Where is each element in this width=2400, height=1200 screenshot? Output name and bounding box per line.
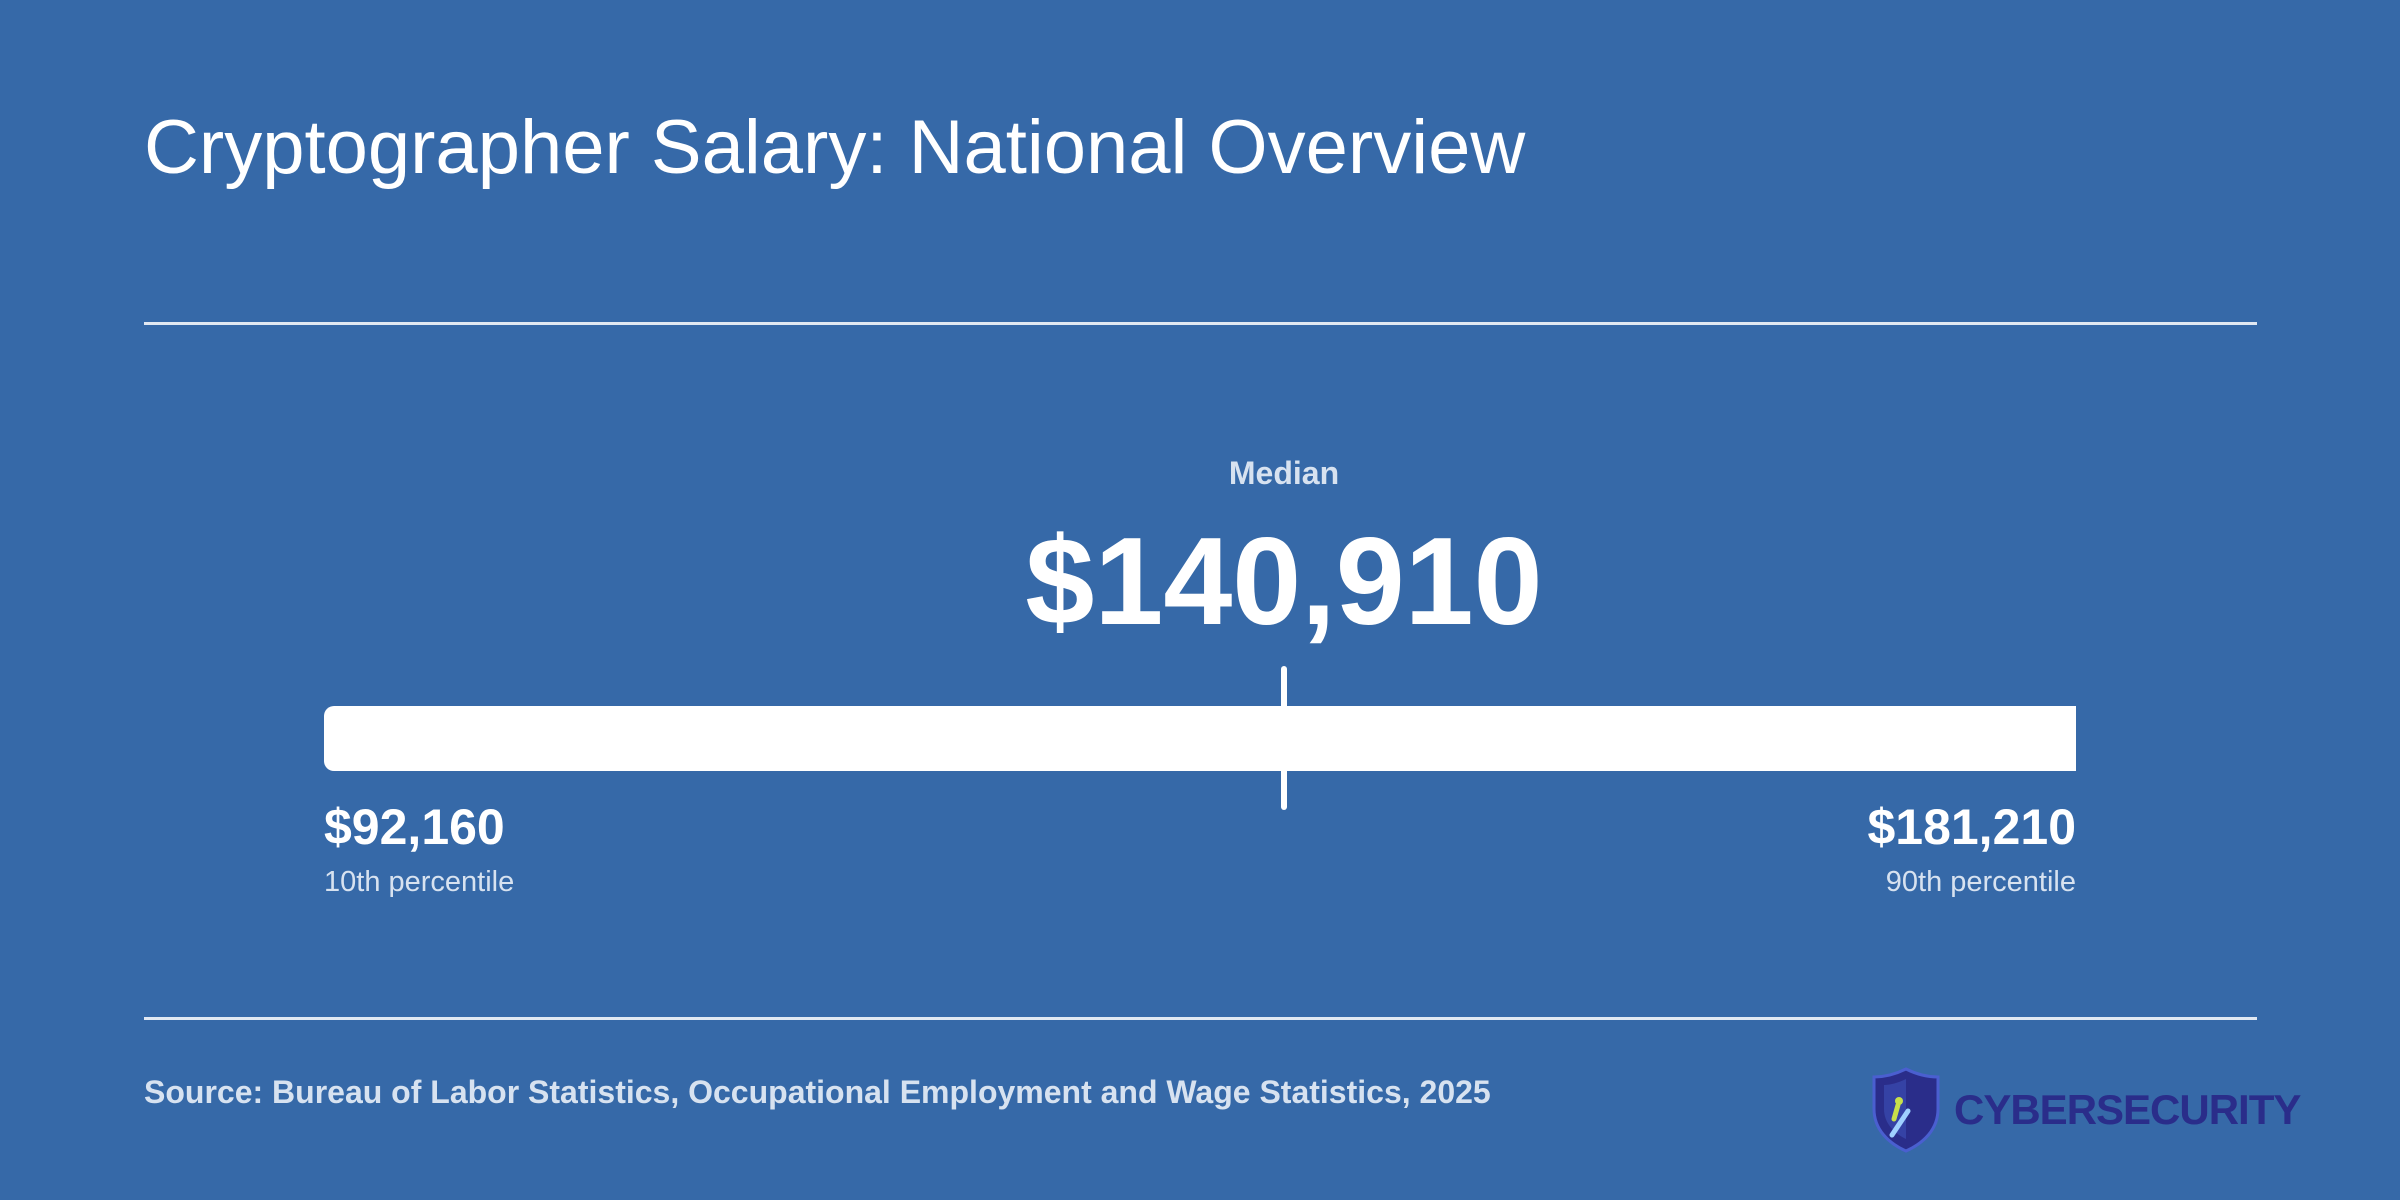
source-citation: Source: Bureau of Labor Statistics, Occu… <box>144 1074 1491 1110</box>
top-divider <box>144 322 2257 325</box>
cybersecurity-logo: CYBERSECURITY <box>1870 1060 2301 1160</box>
logo-wordmark: CYBERSECURITY <box>1954 1086 2301 1133</box>
p10-label: 10th percentile <box>324 866 515 898</box>
salary-range-bar <box>324 706 2076 771</box>
page-title: Cryptographer Salary: National Overview <box>144 105 1526 190</box>
p90-salary-value: $181,210 <box>1867 799 2076 855</box>
bottom-divider <box>144 1017 2257 1020</box>
p90-label: 90th percentile <box>1885 866 2076 898</box>
p10-salary-value: $92,160 <box>324 799 505 855</box>
median-marker <box>1281 666 1287 810</box>
shield-icon <box>1870 1065 1942 1155</box>
median-salary-value: $140,910 <box>1025 513 1543 651</box>
median-label: Median <box>1228 455 1340 491</box>
